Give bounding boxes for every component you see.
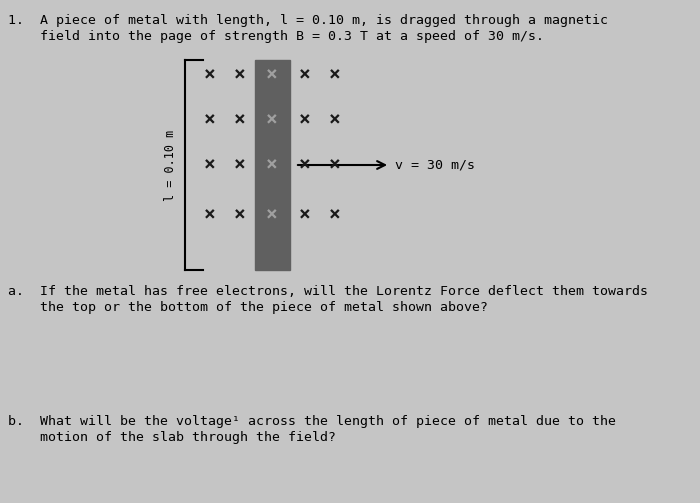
Text: 1.  A piece of metal with length, l = 0.10 m, is dragged through a magnetic: 1. A piece of metal with length, l = 0.1… [8, 14, 608, 27]
Text: the top or the bottom of the piece of metal shown above?: the top or the bottom of the piece of me… [8, 301, 488, 314]
Text: field into the page of strength B = 0.3 T at a speed of 30 m/s.: field into the page of strength B = 0.3 … [8, 30, 544, 43]
Text: ×: × [329, 206, 341, 224]
Text: ×: × [204, 111, 216, 129]
Text: ×: × [329, 111, 341, 129]
Text: ×: × [266, 111, 278, 129]
Text: a.  If the metal has free electrons, will the Lorentz Force deflect them towards: a. If the metal has free electrons, will… [8, 285, 648, 298]
Text: ×: × [266, 206, 278, 224]
Text: ×: × [266, 155, 278, 175]
Text: ×: × [329, 155, 341, 175]
Text: ×: × [299, 65, 311, 85]
Text: ×: × [204, 206, 216, 224]
Text: ×: × [234, 206, 246, 224]
Text: v = 30 m/s: v = 30 m/s [395, 158, 475, 172]
Bar [255, 60, 290, 270]
Text: ×: × [299, 111, 311, 129]
Text: ×: × [234, 155, 246, 175]
Text: ×: × [234, 111, 246, 129]
Text: ×: × [204, 155, 216, 175]
Text: ×: × [266, 65, 278, 85]
Text: motion of the slab through the field?: motion of the slab through the field? [8, 431, 336, 444]
Text: b.  What will be the voltage¹ across the length of piece of metal due to the: b. What will be the voltage¹ across the … [8, 415, 616, 428]
Text: ×: × [329, 65, 341, 85]
Text: ×: × [234, 65, 246, 85]
Text: ×: × [299, 155, 311, 175]
Text: ×: × [204, 65, 216, 85]
Text: ×: × [299, 206, 311, 224]
Text: l = 0.10 m: l = 0.10 m [164, 129, 178, 201]
